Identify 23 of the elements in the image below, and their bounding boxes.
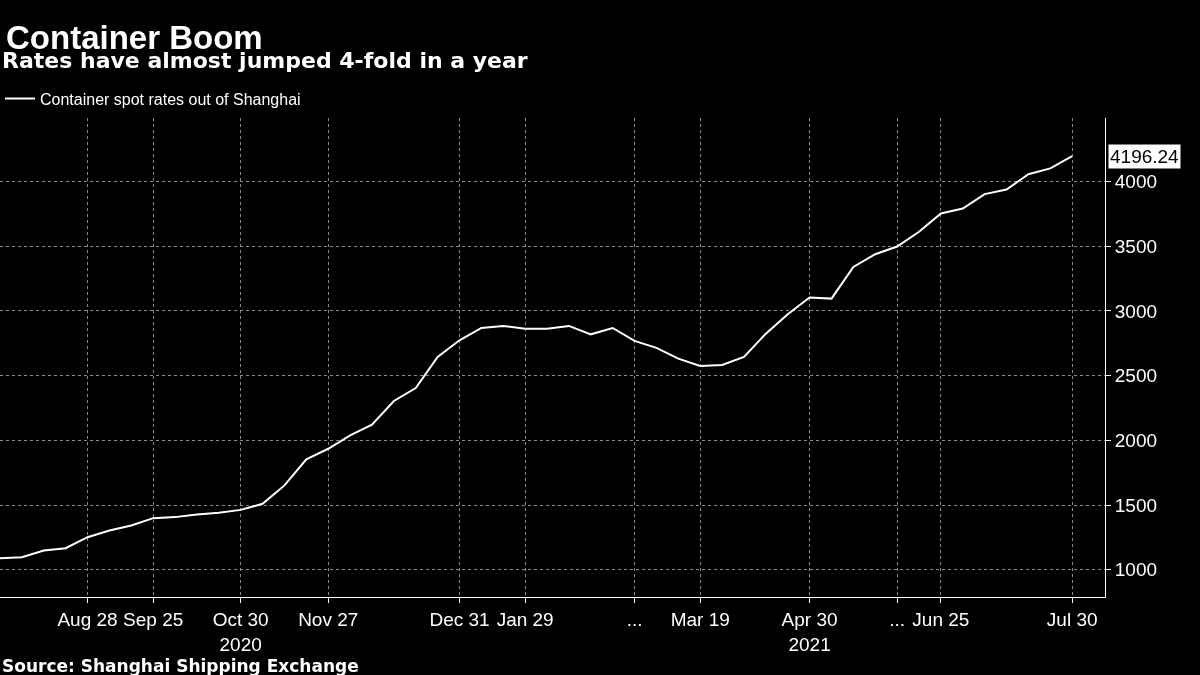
line-series (0, 155, 1074, 560)
x-tick-label: Nov 27 (298, 608, 359, 630)
x-tick-label: Mar 19 (670, 608, 730, 630)
x-tick-label: ... (889, 608, 906, 630)
x-tick-label: Oct 30 2020 (212, 608, 269, 655)
text: 4196.24 (1110, 146, 1180, 167)
y-tick-label: 1000 (1114, 559, 1158, 581)
y-tick-label: 3500 (1114, 235, 1158, 257)
x-tick-label: Dec 31 (429, 608, 490, 630)
y-tick-label: 2500 (1114, 365, 1158, 387)
x-tick-label: Aug 28 (57, 608, 118, 630)
y-tick-label: 3000 (1114, 300, 1158, 322)
x-tick-label: Jul 30 (1046, 608, 1098, 630)
x-tick-label: Apr 30 2021 (781, 608, 838, 655)
y-tick-label: 1500 (1114, 494, 1158, 516)
x-tick-label: Jun 25 (912, 608, 970, 630)
legend-label: Container spot rates out of Shanghai (40, 90, 301, 108)
x-tick-label: Jan 29 (496, 608, 554, 630)
y-tick-label: 2000 (1114, 430, 1158, 451)
x-tick-label: Sep 25 (123, 608, 184, 630)
y-tick-label: 4000 (1114, 171, 1158, 193)
source-note: Source: Shanghai Shipping Exchange (2, 656, 359, 675)
x-tick-label: ... (626, 608, 643, 630)
